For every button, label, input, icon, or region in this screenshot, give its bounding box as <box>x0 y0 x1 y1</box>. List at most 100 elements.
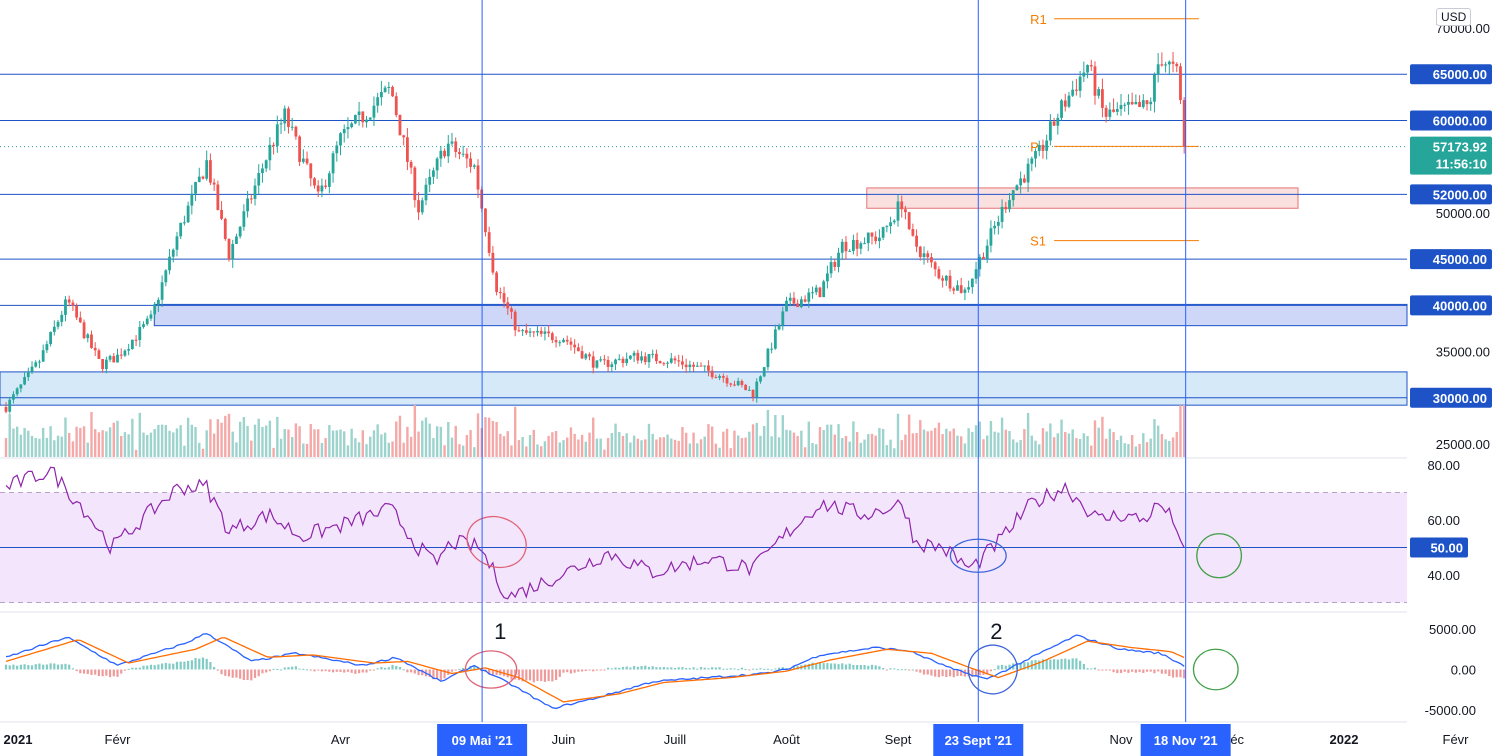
candle <box>1167 61 1171 65</box>
macd-histogram-bar <box>1160 669 1163 674</box>
volume-bar <box>1182 405 1186 457</box>
macd-histogram-bar <box>1168 669 1171 676</box>
volume-bar <box>447 421 450 457</box>
macd-histogram-bar <box>1090 668 1093 670</box>
candle <box>142 324 145 327</box>
candle <box>952 288 956 291</box>
macd-histogram-bar <box>172 663 175 670</box>
candle <box>123 350 127 356</box>
candle <box>669 358 673 363</box>
macd-histogram-bar <box>986 669 989 675</box>
volume-bar <box>283 429 286 457</box>
volume-bar <box>729 448 732 457</box>
currency-label[interactable]: USD <box>1436 8 1472 26</box>
volume-bar <box>376 424 379 457</box>
macd-histogram-bar <box>588 669 591 671</box>
candle <box>45 344 49 351</box>
volume-bar <box>242 417 246 457</box>
macd-histogram-bar <box>380 667 383 670</box>
volume-bar <box>952 428 955 457</box>
volume-bar <box>904 434 907 457</box>
candle <box>933 262 937 270</box>
candle <box>792 297 796 304</box>
macd-histogram-bar <box>465 668 468 670</box>
macd-histogram-bar <box>421 669 424 676</box>
macd-histogram-bar <box>495 669 498 675</box>
volume-bar <box>1075 438 1078 457</box>
candle <box>1011 190 1015 201</box>
candle <box>666 362 669 364</box>
volume-bar <box>513 406 517 457</box>
macd-histogram-bar <box>201 657 205 670</box>
volume-bar <box>317 429 320 457</box>
macd-histogram-bar <box>792 666 796 670</box>
candle <box>543 331 547 334</box>
candle <box>904 209 907 213</box>
candle <box>959 285 963 293</box>
candle <box>562 339 565 343</box>
volume-bar <box>395 421 398 457</box>
volume-bar <box>105 431 108 457</box>
candle <box>294 126 298 137</box>
volume-bar <box>807 421 810 457</box>
volume-bar <box>435 426 439 457</box>
annotation-number: 2 <box>990 619 1002 644</box>
candle <box>201 176 205 179</box>
volume-bar <box>1112 432 1115 457</box>
macd-histogram-bar <box>766 668 770 670</box>
macd-histogram-bar <box>398 667 402 670</box>
candle <box>424 184 428 201</box>
candle <box>807 292 811 302</box>
macd-histogram-bar <box>900 669 903 671</box>
macd-histogram-bar <box>543 669 547 682</box>
candle <box>1097 89 1101 96</box>
time-marker-label: 23 Sept '21 <box>945 733 1012 748</box>
candle <box>1123 104 1127 106</box>
candle <box>840 241 844 253</box>
volume-bar <box>967 428 970 457</box>
candle <box>257 173 261 186</box>
volume-bar <box>250 440 253 457</box>
volume-bar <box>770 436 773 457</box>
macd-histogram-bar <box>666 667 669 670</box>
candle <box>773 329 777 349</box>
volume-bar <box>915 432 918 457</box>
volume-bar <box>763 425 766 457</box>
macd-histogram-bar <box>662 667 665 670</box>
macd-histogram-bar <box>287 667 290 670</box>
level-badge-label: 60000.00 <box>1433 113 1487 128</box>
candle <box>640 356 643 361</box>
candle <box>911 229 915 236</box>
candle <box>558 342 562 344</box>
volume-bar <box>614 423 617 457</box>
candle <box>506 302 510 309</box>
macd-histogram-bar <box>1127 669 1130 673</box>
candle <box>327 173 331 187</box>
candle <box>878 237 881 242</box>
candle <box>744 384 748 391</box>
candle <box>495 272 498 292</box>
volume-bar <box>722 431 725 457</box>
volume-bar <box>811 442 814 457</box>
volume-bar <box>1045 431 1048 457</box>
volume-bar <box>127 434 130 457</box>
macd-histogram-bar <box>12 664 15 670</box>
candle <box>212 182 216 185</box>
candle <box>1138 101 1141 107</box>
candle <box>361 111 365 123</box>
macd-histogram-bar <box>1145 669 1149 672</box>
candle <box>417 200 420 213</box>
volume-bar <box>1145 442 1149 457</box>
macd-histogram-bar <box>640 666 643 670</box>
volume-bar <box>751 424 755 457</box>
volume-bar <box>64 417 67 457</box>
candle <box>699 365 703 367</box>
candle <box>275 124 279 146</box>
macd-histogram-bar <box>1008 664 1011 670</box>
candle <box>398 114 402 136</box>
macd-histogram-bar <box>1179 669 1182 678</box>
volume-bar <box>209 419 212 457</box>
last-price-badge <box>1410 136 1492 175</box>
volume-bar <box>473 447 476 457</box>
